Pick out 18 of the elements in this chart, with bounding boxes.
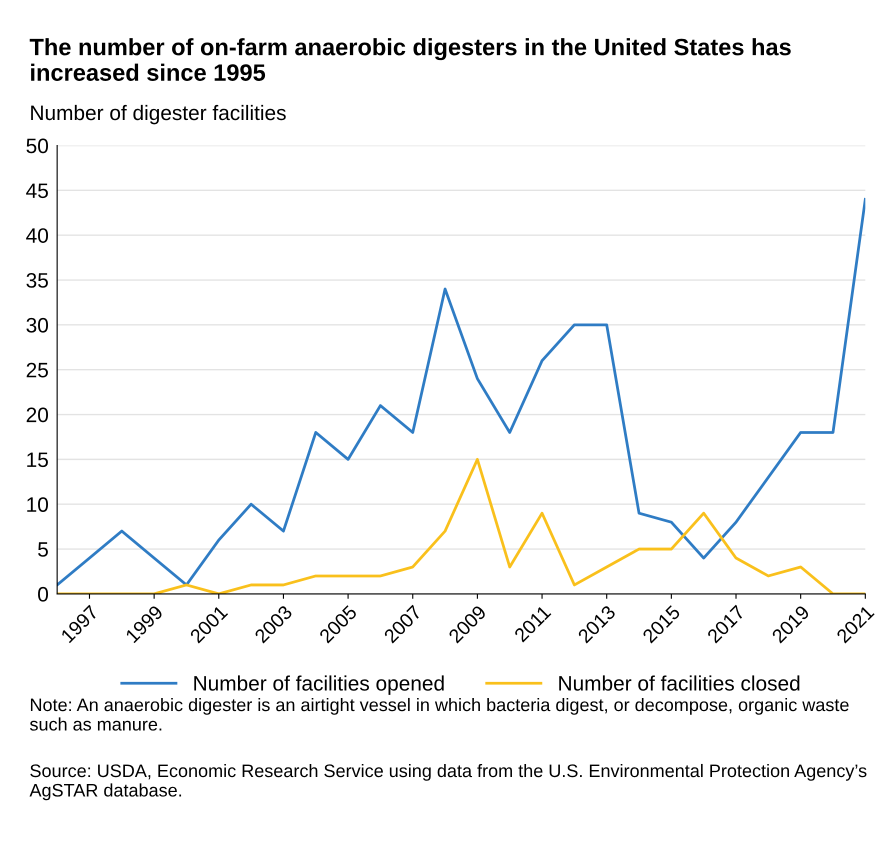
legend-label: Number of facilities closed xyxy=(559,675,800,691)
source-note: Source: USDA, Economic Research Service using data from the U.S. Environmental Protection Agency’s AgSTAR database. xyxy=(30,764,866,800)
y-axis-title: Number of digester facilities xyxy=(31,104,286,124)
y-tick-label: 0 xyxy=(38,586,48,602)
y-tick-label: 20 xyxy=(26,408,48,422)
text: Note: An anaerobic digester is an airtight vessel in which bacteria digest, or decompose, organic waste such as manure. xyxy=(30,698,849,731)
y-tick-label: 40 xyxy=(26,228,48,243)
chart-title: The number of on-farm anaerobic digesters in the United States has increased since 1995 xyxy=(30,38,791,81)
legend-label: Number of facilities opened xyxy=(194,675,444,695)
y-tick-label: 35 xyxy=(26,273,48,288)
y-tick-label: 50 xyxy=(26,138,48,154)
y-tick-label: 30 xyxy=(26,318,48,333)
line-series xyxy=(57,198,866,586)
y-tick-label: 10 xyxy=(27,497,48,512)
y-tick-label: 15 xyxy=(27,452,48,468)
y-tick-label: 5 xyxy=(38,542,48,557)
y-tick-label: 45 xyxy=(26,184,48,198)
y-tick-label: 25 xyxy=(26,362,48,378)
